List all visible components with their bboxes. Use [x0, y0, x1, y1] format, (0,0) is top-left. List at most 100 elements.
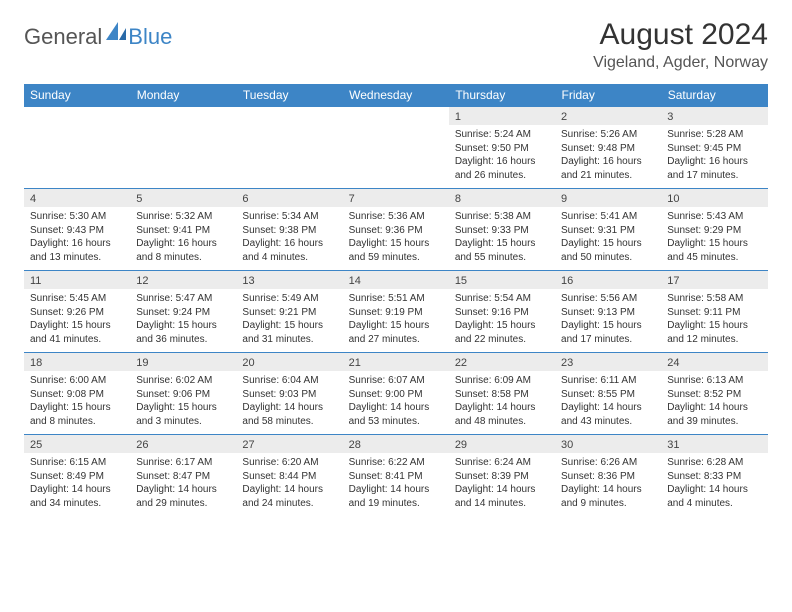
sunset-line: Sunset: 9:11 PM — [667, 306, 761, 320]
sunrise-line: Sunrise: 6:07 AM — [349, 374, 443, 388]
daylight-line-1: Daylight: 14 hours — [667, 401, 761, 415]
sunrise-line: Sunrise: 6:09 AM — [455, 374, 549, 388]
calendar-day-cell: 4Sunrise: 5:30 AMSunset: 9:43 PMDaylight… — [24, 189, 130, 271]
calendar-day-cell: 26Sunrise: 6:17 AMSunset: 8:47 PMDayligh… — [130, 435, 236, 517]
day-details: Sunrise: 6:24 AMSunset: 8:39 PMDaylight:… — [449, 453, 555, 516]
sunrise-line: Sunrise: 6:26 AM — [561, 456, 655, 470]
day-number: 4 — [24, 189, 130, 207]
daylight-line-1: Daylight: 14 hours — [349, 483, 443, 497]
sunset-line: Sunset: 8:58 PM — [455, 388, 549, 402]
daylight-line-2: and 13 minutes. — [30, 251, 124, 265]
calendar-day-cell: 5 Sunrise: 5:32 AMSunset: 9:41 PMDaylight… — [130, 189, 236, 271]
sunrise-line: Sunrise: 6:20 AM — [242, 456, 336, 470]
calendar-day-cell: 23Sunrise: 6:11 AMSunset: 8:55 PMDayligh… — [555, 353, 661, 435]
weekday-header: Thursday — [449, 84, 555, 107]
sunrise-line: Sunrise: 6:00 AM — [30, 374, 124, 388]
daylight-line-2: and 24 minutes. — [242, 497, 336, 511]
daylight-line-2: and 8 minutes. — [30, 415, 124, 429]
sunset-line: Sunset: 8:36 PM — [561, 470, 655, 484]
calendar-week-row: 1Sunrise: 5:24 AMSunset: 9:50 PMDaylight… — [24, 107, 768, 189]
calendar-day-cell: 13Sunrise: 5:49 AMSunset: 9:21 PMDayligh… — [236, 271, 342, 353]
day-details — [130, 125, 236, 187]
day-number: 12 — [130, 271, 236, 289]
daylight-line-2: and 59 minutes. — [349, 251, 443, 265]
calendar-day-cell: 31Sunrise: 6:28 AMSunset: 8:33 PMDayligh… — [661, 435, 767, 517]
day-details — [24, 125, 130, 187]
daylight-line-2: and 21 minutes. — [561, 169, 655, 183]
day-details: Sunrise: 5:36 AMSunset: 9:36 PMDaylight:… — [343, 207, 449, 270]
day-number: 26 — [130, 435, 236, 453]
calendar-day-cell: 6Sunrise: 5:34 AMSunset: 9:38 PMDaylight… — [236, 189, 342, 271]
calendar-day-cell — [130, 107, 236, 189]
sunrise-line: Sunrise: 6:04 AM — [242, 374, 336, 388]
sunrise-line: Sunrise: 5:26 AM — [561, 128, 655, 142]
day-number: 28 — [343, 435, 449, 453]
daylight-line-1: Daylight: 16 hours — [455, 155, 549, 169]
calendar-week-row: 4Sunrise: 5:30 AMSunset: 9:43 PMDaylight… — [24, 189, 768, 271]
sunset-line: Sunset: 9:08 PM — [30, 388, 124, 402]
daylight-line-2: and 31 minutes. — [242, 333, 336, 347]
weekday-header: Tuesday — [236, 84, 342, 107]
daylight-line-1: Daylight: 16 hours — [242, 237, 336, 251]
title-block: August 2024 Vigeland, Agder, Norway — [593, 18, 768, 72]
weekday-header: Friday — [555, 84, 661, 107]
calendar-day-cell: 7Sunrise: 5:36 AMSunset: 9:36 PMDaylight… — [343, 189, 449, 271]
sunset-line: Sunset: 9:03 PM — [242, 388, 336, 402]
daylight-line-1: Daylight: 14 hours — [242, 483, 336, 497]
daylight-line-1: Daylight: 16 hours — [30, 237, 124, 251]
calendar-table: SundayMondayTuesdayWednesdayThursdayFrid… — [24, 84, 768, 516]
sunrise-line: Sunrise: 5:54 AM — [455, 292, 549, 306]
day-details: Sunrise: 6:13 AMSunset: 8:52 PMDaylight:… — [661, 371, 767, 434]
day-details: Sunrise: 5:38 AMSunset: 9:33 PMDaylight:… — [449, 207, 555, 270]
daylight-line-1: Daylight: 15 hours — [561, 237, 655, 251]
day-number: 14 — [343, 271, 449, 289]
daylight-line-2: and 26 minutes. — [455, 169, 549, 183]
day-details: Sunrise: 6:02 AMSunset: 9:06 PMDaylight:… — [130, 371, 236, 434]
calendar-body: 1Sunrise: 5:24 AMSunset: 9:50 PMDaylight… — [24, 107, 768, 517]
day-number: 30 — [555, 435, 661, 453]
location-subtitle: Vigeland, Agder, Norway — [593, 54, 768, 72]
day-number: 5 — [130, 189, 236, 207]
sunset-line: Sunset: 9:41 PM — [136, 224, 230, 238]
calendar-week-row: 25Sunrise: 6:15 AMSunset: 8:49 PMDayligh… — [24, 435, 768, 517]
sunset-line: Sunset: 9:48 PM — [561, 142, 655, 156]
day-number: 25 — [24, 435, 130, 453]
daylight-line-2: and 3 minutes. — [136, 415, 230, 429]
sunrise-line: Sunrise: 6:02 AM — [136, 374, 230, 388]
weekday-header: Sunday — [24, 84, 130, 107]
daylight-line-1: Daylight: 14 hours — [667, 483, 761, 497]
sunrise-line: Sunrise: 5:32 AM — [136, 210, 230, 224]
daylight-line-1: Daylight: 14 hours — [30, 483, 124, 497]
month-title: August 2024 — [593, 18, 768, 52]
daylight-line-1: Daylight: 16 hours — [667, 155, 761, 169]
calendar-day-cell: 30Sunrise: 6:26 AMSunset: 8:36 PMDayligh… — [555, 435, 661, 517]
logo-sail-icon — [106, 22, 126, 45]
daylight-line-1: Daylight: 15 hours — [136, 401, 230, 415]
day-number: 31 — [661, 435, 767, 453]
sunrise-line: Sunrise: 5:38 AM — [455, 210, 549, 224]
day-details: Sunrise: 5:34 AMSunset: 9:38 PMDaylight:… — [236, 207, 342, 270]
logo-text-blue: Blue — [128, 24, 172, 50]
sunset-line: Sunset: 9:26 PM — [30, 306, 124, 320]
daylight-line-1: Daylight: 15 hours — [349, 237, 443, 251]
day-number: 27 — [236, 435, 342, 453]
day-number: 11 — [24, 271, 130, 289]
day-details: Sunrise: 6:15 AMSunset: 8:49 PMDaylight:… — [24, 453, 130, 516]
day-details: Sunrise: 5:28 AMSunset: 9:45 PMDaylight:… — [661, 125, 767, 188]
sunset-line: Sunset: 9:16 PM — [455, 306, 549, 320]
sunset-line: Sunset: 8:49 PM — [30, 470, 124, 484]
daylight-line-1: Daylight: 16 hours — [136, 237, 230, 251]
day-details: Sunrise: 6:20 AMSunset: 8:44 PMDaylight:… — [236, 453, 342, 516]
sunrise-line: Sunrise: 5:28 AM — [667, 128, 761, 142]
day-details: Sunrise: 6:17 AMSunset: 8:47 PMDaylight:… — [130, 453, 236, 516]
sunset-line: Sunset: 9:50 PM — [455, 142, 549, 156]
daylight-line-1: Daylight: 15 hours — [455, 237, 549, 251]
day-details: Sunrise: 5:24 AMSunset: 9:50 PMDaylight:… — [449, 125, 555, 188]
logo: General Blue — [24, 22, 172, 51]
sunrise-line: Sunrise: 5:43 AM — [667, 210, 761, 224]
daylight-line-2: and 55 minutes. — [455, 251, 549, 265]
sunset-line: Sunset: 9:06 PM — [136, 388, 230, 402]
sunrise-line: Sunrise: 5:24 AM — [455, 128, 549, 142]
calendar-day-cell: 21Sunrise: 6:07 AMSunset: 9:00 PMDayligh… — [343, 353, 449, 435]
sunrise-line: Sunrise: 5:58 AM — [667, 292, 761, 306]
